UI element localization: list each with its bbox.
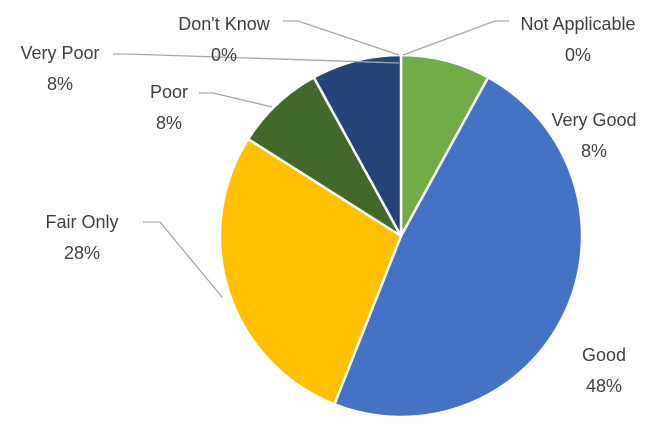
- leader-line-very-poor: [113, 53, 400, 64]
- data-label-don-t-know: Don't Know: [178, 14, 270, 34]
- data-value-good: 48%: [586, 376, 622, 396]
- leader-line-fair-only: [143, 221, 223, 298]
- slices: [218, 53, 584, 419]
- leader-line-not-applicable: [402, 20, 509, 56]
- slice-very-poor: [312, 53, 403, 238]
- data-value-not-applicable: 0%: [565, 45, 591, 65]
- leader-line-poor: [199, 92, 273, 108]
- data-value-don-t-know: 0%: [211, 45, 237, 65]
- slice-poor: [246, 76, 403, 238]
- data-label-not-applicable: Not Applicable: [520, 14, 635, 34]
- leader-line-don-t-know: [283, 20, 400, 56]
- slice-good: [333, 76, 584, 419]
- data-label-poor: Poor: [150, 82, 188, 102]
- data-value-very-good: 8%: [581, 141, 607, 161]
- data-label-very-good: Very Good: [551, 110, 636, 130]
- data-value-poor: 8%: [156, 113, 182, 133]
- data-labels: Very Good 8% Good 48% Fair Only 28% Poor 8% Very…: [20, 14, 636, 396]
- data-label-very-poor: Very Poor: [20, 43, 99, 63]
- data-value-very-poor: 8%: [47, 74, 73, 94]
- leader-lines: [113, 20, 509, 298]
- data-label-good: Good: [582, 345, 626, 365]
- slice-fair-only: [218, 137, 403, 406]
- data-value-fair-only: 28%: [64, 243, 100, 263]
- slice-very-good: [399, 53, 490, 238]
- data-label-fair-only: Fair Only: [45, 212, 118, 232]
